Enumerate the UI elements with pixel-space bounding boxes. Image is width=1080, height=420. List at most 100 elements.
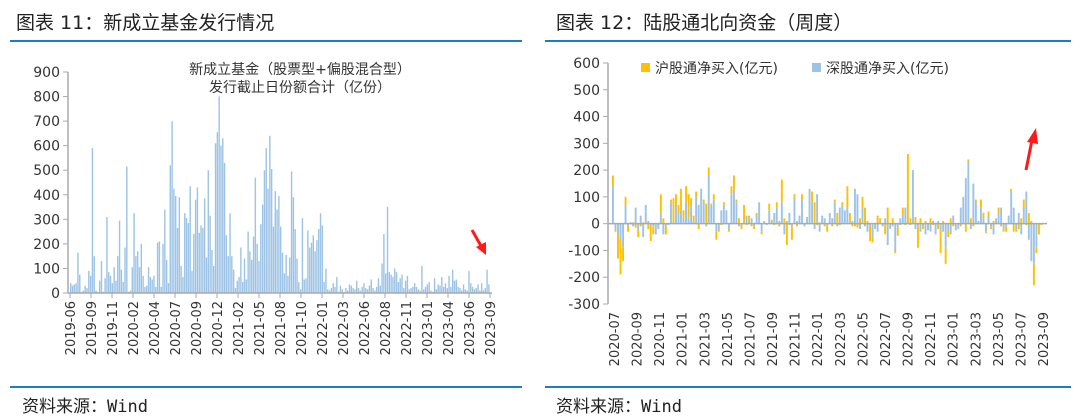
sh-bar	[801, 194, 803, 200]
sh-bar	[622, 247, 625, 262]
sz-bar	[715, 223, 718, 232]
sz-bar	[732, 188, 735, 224]
x-tick-label: 2022-01	[316, 301, 331, 355]
sz-bar	[778, 220, 781, 224]
sh-bar	[964, 223, 967, 232]
sz-bar	[919, 223, 922, 232]
sz-bar	[985, 223, 987, 232]
sz-bar	[866, 223, 869, 232]
bar	[126, 166, 128, 293]
bar	[222, 138, 224, 293]
bar	[205, 257, 208, 293]
bar	[397, 281, 400, 293]
sz-bar	[911, 170, 914, 224]
bar	[316, 240, 318, 293]
x-tick-label: 2021-08	[274, 301, 289, 355]
bar	[305, 278, 307, 293]
sh-bar	[677, 204, 680, 213]
sh-bar	[985, 231, 987, 234]
bar	[366, 289, 369, 293]
x-tick-label: 2022-05	[856, 312, 871, 366]
bar	[278, 196, 280, 293]
y-tick-label: 0	[591, 217, 600, 233]
sh-bar	[612, 175, 614, 187]
sh-bar	[697, 223, 700, 230]
sz-bar	[788, 212, 791, 224]
sz-bar	[937, 220, 940, 224]
bar	[330, 288, 333, 293]
sz-bar	[773, 212, 776, 224]
bar	[323, 281, 325, 293]
sz-bar	[831, 218, 834, 224]
bar	[241, 281, 244, 293]
sz-bar	[828, 212, 831, 224]
bar	[122, 281, 124, 293]
bar	[227, 256, 229, 293]
y-tick-label: 0	[51, 286, 60, 302]
sz-bar	[770, 220, 773, 224]
bar	[450, 286, 452, 293]
sh-bar	[944, 247, 947, 264]
sh-bar	[942, 220, 945, 224]
sz-bar	[687, 218, 690, 224]
sh-bar	[969, 218, 972, 224]
sh-bar	[856, 223, 859, 228]
x-tick-label: 2021-03	[698, 312, 713, 366]
sh-bar	[1035, 247, 1038, 254]
bar	[211, 250, 213, 293]
x-tick-label: 2020-09	[190, 301, 205, 355]
sh-bar	[954, 229, 957, 231]
sh-bar	[672, 198, 675, 221]
sh-bar	[790, 226, 793, 240]
sh-bar	[685, 186, 688, 203]
sz-bar	[639, 215, 642, 224]
sh-bar	[619, 239, 622, 275]
bar	[106, 216, 108, 293]
sz-bar	[798, 215, 801, 224]
bar	[426, 284, 429, 293]
sz-bar	[957, 223, 960, 230]
sz-bar	[725, 210, 728, 224]
sh-bar	[896, 227, 899, 236]
sh-bar	[707, 167, 710, 176]
sz-bar	[934, 223, 937, 235]
bar	[372, 288, 374, 293]
sh-bar	[662, 218, 665, 224]
sh-bar	[891, 218, 894, 224]
sh-bar	[748, 215, 751, 221]
sh-bar	[947, 229, 950, 238]
sz-bar	[720, 210, 723, 224]
x-tick-label: 2019-11	[106, 301, 121, 355]
sz-bar	[1005, 223, 1008, 227]
sz-bar	[717, 223, 720, 230]
y-tick-label: 100	[573, 190, 600, 206]
bar	[479, 290, 481, 293]
sz-bar	[617, 223, 619, 235]
sz-bar	[672, 220, 675, 224]
bar	[319, 213, 322, 293]
sz-bar	[803, 223, 806, 227]
sh-bar	[884, 223, 887, 235]
bar	[158, 241, 161, 293]
bar	[381, 263, 383, 293]
sh-bar	[806, 216, 808, 219]
bar	[444, 283, 447, 293]
sz-bar	[838, 207, 841, 224]
sz-bar	[642, 223, 645, 238]
bar	[310, 242, 313, 293]
bar	[269, 135, 271, 293]
bar	[428, 281, 430, 293]
sz-bar	[818, 223, 821, 232]
sz-bar	[743, 220, 745, 224]
x-tick-label: 2020-12	[211, 301, 226, 355]
sh-bar	[826, 226, 829, 232]
source-label: 资料来源：	[22, 397, 107, 417]
sh-bar	[659, 194, 662, 213]
sz-bar	[954, 223, 957, 230]
sz-bar	[677, 212, 680, 224]
sh-bar	[972, 223, 975, 227]
bar	[82, 290, 85, 293]
sz-bar	[700, 188, 703, 224]
bar	[327, 289, 329, 293]
sh-bar	[740, 223, 743, 230]
